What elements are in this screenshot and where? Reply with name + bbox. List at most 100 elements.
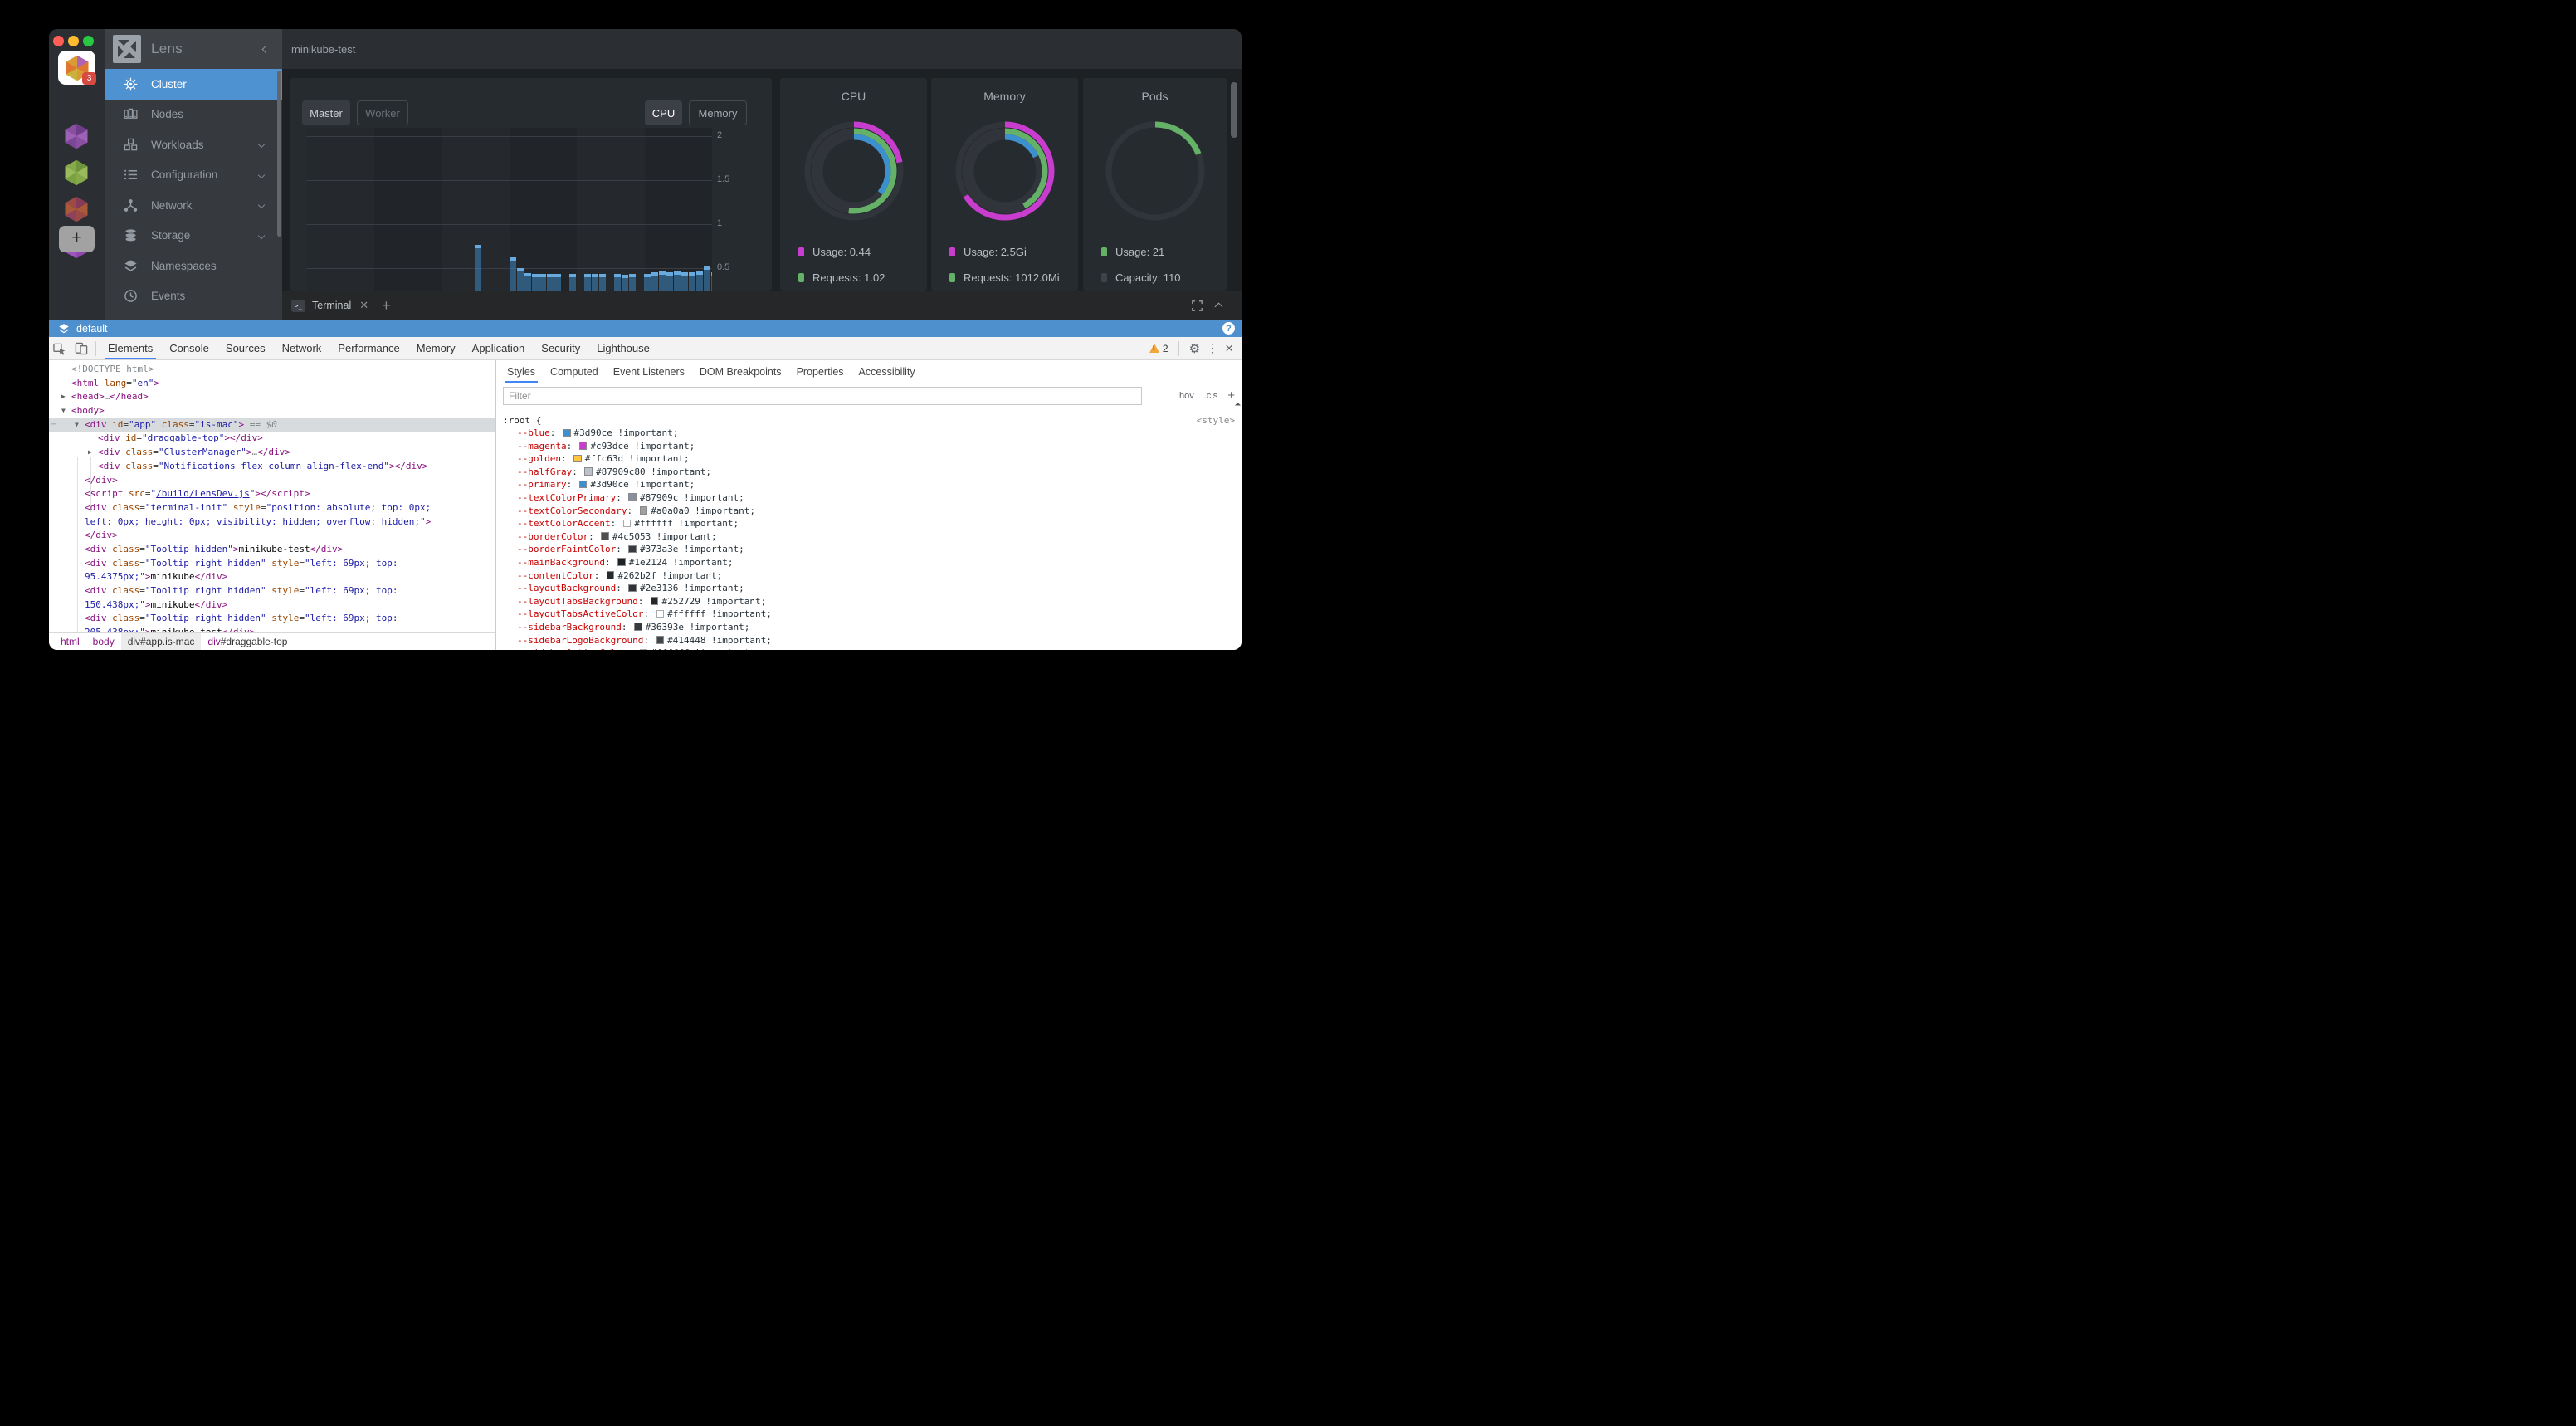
devtools-tab-performance[interactable]: Performance: [338, 342, 400, 354]
more-actions-icon[interactable]: ⋯: [51, 419, 57, 429]
dom-node[interactable]: <html lang="en">: [71, 377, 159, 388]
dom-node[interactable]: <div class="Tooltip right hidden" style=…: [85, 613, 398, 624]
color-swatch[interactable]: [563, 428, 571, 437]
sidebar-item-cluster[interactable]: Cluster: [105, 69, 282, 100]
dom-node[interactable]: </div>: [85, 530, 118, 541]
chevron-down-icon[interactable]: [257, 202, 266, 209]
cluster-icon[interactable]: [60, 156, 93, 189]
settings-gear-icon[interactable]: ⚙: [1188, 341, 1201, 356]
breadcrumb-item[interactable]: body: [92, 636, 115, 647]
breadcrumb-item[interactable]: div #draggable-top: [207, 636, 288, 647]
dom-node[interactable]: ▶ <head>…</head>: [49, 390, 495, 404]
sidebar-item-namespaces[interactable]: Namespaces: [105, 251, 282, 281]
color-swatch[interactable]: [656, 609, 665, 618]
color-swatch[interactable]: [606, 571, 615, 579]
more-options-kebab-icon[interactable]: ⋮: [1207, 341, 1219, 354]
color-swatch[interactable]: [650, 597, 659, 605]
color-swatch[interactable]: [634, 623, 642, 631]
expand-terminal-icon[interactable]: [1192, 300, 1203, 311]
dom-node[interactable]: <div class="Tooltip right hidden" style=…: [85, 557, 398, 569]
css-variable-declaration[interactable]: --magenta: #c93dce !important;: [517, 440, 695, 452]
dom-node-selected[interactable]: ⋯ ▼ <div id="app" class="is-mac"> == $0: [49, 418, 495, 432]
sidebar-item-nodes[interactable]: Nodes: [105, 100, 282, 130]
css-variable-declaration[interactable]: --sidebarBackground: #36393e !important;: [517, 621, 750, 632]
css-variable-declaration[interactable]: --textColorPrimary: #87909c !important;: [517, 491, 744, 503]
collapse-sidebar-icon[interactable]: [261, 45, 271, 53]
sidebar-item-events[interactable]: Events: [105, 281, 282, 312]
color-swatch[interactable]: [639, 506, 648, 515]
chevron-down-icon[interactable]: [257, 141, 266, 149]
color-swatch[interactable]: [628, 493, 637, 501]
collapsed-arrow-icon[interactable]: ▶: [61, 393, 66, 401]
color-swatch[interactable]: [601, 532, 609, 540]
styles-tab-properties[interactable]: Properties: [796, 365, 844, 378]
styles-tab-accessibility[interactable]: Accessibility: [858, 365, 915, 378]
dom-node[interactable]: <div class="terminal-init" style="positi…: [85, 501, 432, 513]
chevron-down-icon[interactable]: [257, 171, 266, 178]
color-swatch[interactable]: [628, 545, 637, 554]
sidebar-item-storage[interactable]: Storage: [105, 221, 282, 252]
css-variable-declaration[interactable]: --borderFaintColor: #373a3e !important;: [517, 544, 744, 555]
terminal-add-icon[interactable]: +: [382, 296, 391, 314]
color-swatch[interactable]: [578, 442, 588, 450]
sidebar-scrollbar[interactable]: [277, 71, 281, 237]
color-swatch[interactable]: [584, 467, 593, 476]
open-terminal-chevron-icon[interactable]: [1214, 302, 1223, 311]
expanded-arrow-icon[interactable]: ▼: [75, 420, 79, 428]
css-variable-declaration[interactable]: --borderColor: #4c5053 !important;: [517, 530, 717, 542]
dom-node[interactable]: <script src="/build/LensDev.js"></script…: [85, 488, 310, 500]
dashboard-scrollbar[interactable]: [1231, 82, 1237, 138]
color-swatch[interactable]: [578, 480, 588, 489]
breadcrumb-item[interactable]: html: [61, 636, 80, 647]
devtools-tab-lighthouse[interactable]: Lighthouse: [597, 342, 650, 354]
device-toolbar-icon[interactable]: [71, 338, 92, 359]
inspect-element-icon[interactable]: [49, 338, 71, 359]
cluster-icon[interactable]: [60, 120, 93, 153]
styles-tab-event-listeners[interactable]: Event Listeners: [612, 365, 685, 378]
namespace-label[interactable]: default: [76, 322, 108, 335]
css-variable-declaration[interactable]: --layoutBackground: #2e3136 !important;: [517, 583, 744, 594]
chevron-down-icon[interactable]: [257, 232, 266, 239]
color-swatch[interactable]: [628, 584, 637, 593]
style-source-link[interactable]: <style>: [1196, 415, 1235, 426]
cpu-toggle-button[interactable]: CPU: [645, 100, 682, 125]
zoom-window-icon[interactable]: [83, 36, 94, 46]
add-cluster-button[interactable]: +: [59, 226, 95, 252]
dom-node[interactable]: <div class="Tooltip right hidden" style=…: [85, 585, 398, 596]
class-toggle[interactable]: .cls: [1203, 390, 1218, 401]
dom-node[interactable]: ▼ <body>: [49, 404, 495, 418]
css-variable-declaration[interactable]: --contentColor: #262b2f !important;: [517, 569, 723, 581]
dom-node[interactable]: left: 0px; height: 0px; visibility: hidd…: [85, 515, 432, 527]
devtools-tab-application[interactable]: Application: [471, 342, 525, 354]
pseudo-state-toggle[interactable]: :hov: [1176, 390, 1194, 401]
devtools-tab-memory[interactable]: Memory: [416, 342, 456, 354]
dom-node[interactable]: ▶ <div class="ClusterManager">…</div>: [49, 446, 495, 460]
color-swatch[interactable]: [573, 454, 582, 463]
css-variable-declaration[interactable]: --textColorAccent: #ffffff !important;: [517, 518, 739, 530]
sidebar-item-configuration[interactable]: Configuration: [105, 160, 282, 191]
devtools-tab-elements[interactable]: Elements: [100, 337, 161, 359]
collapsed-arrow-icon[interactable]: ▶: [88, 448, 92, 457]
devtools-close-icon[interactable]: ×: [1225, 340, 1233, 356]
css-variable-declaration[interactable]: --layoutTabsBackground: #252729 !importa…: [517, 595, 767, 607]
css-variable-declaration[interactable]: --sidebarActiveColor: #ffffff !important…: [503, 647, 1235, 650]
styles-tab-computed[interactable]: Computed: [550, 365, 598, 378]
sidebar-item-network[interactable]: Network: [105, 190, 282, 221]
dom-node[interactable]: 205.438px;">minikube-test</div>: [85, 627, 256, 632]
memory-toggle-button[interactable]: Memory: [689, 100, 747, 125]
styles-filter-input[interactable]: [503, 386, 1142, 405]
terminal-tab[interactable]: Terminal: [312, 300, 352, 311]
master-toggle-button[interactable]: Master: [302, 100, 350, 125]
dom-node[interactable]: <div id="draggable-top"></div>: [98, 432, 263, 444]
styles-tab-styles[interactable]: Styles: [500, 360, 543, 383]
console-warnings-badge[interactable]: 2: [1149, 343, 1168, 354]
color-swatch[interactable]: [617, 558, 626, 566]
css-variable-declaration[interactable]: --sidebarLogoBackground: #414448 !import…: [517, 634, 772, 646]
breadcrumb-item[interactable]: div#app.is-mac: [120, 633, 202, 650]
cluster-icon[interactable]: [60, 193, 93, 226]
expanded-arrow-icon[interactable]: ▼: [61, 407, 66, 415]
css-selector[interactable]: :root {: [503, 415, 542, 426]
terminal-close-icon[interactable]: ✕: [359, 299, 369, 311]
color-swatch[interactable]: [656, 636, 665, 644]
dom-node[interactable]: <div class="Notifications flex column al…: [98, 460, 428, 471]
